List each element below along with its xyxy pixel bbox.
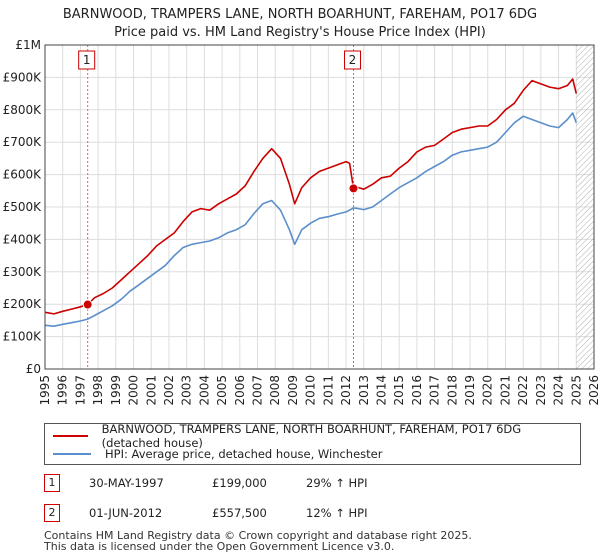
sale-date-1: 30-MAY-1997	[89, 476, 164, 490]
legend-swatch-hpi	[53, 453, 91, 455]
x-tick-label: 1998	[91, 375, 105, 406]
footer: Contains HM Land Registry data © Crown c…	[44, 530, 472, 552]
x-tick-label: 2008	[268, 375, 282, 406]
property-price-line	[44, 78, 578, 315]
y-tick-label: £900K	[3, 70, 43, 84]
x-tick-label: 2010	[304, 375, 318, 406]
x-tick-label: 2026	[587, 375, 600, 406]
y-tick-label: £400K	[3, 232, 43, 246]
x-tick-label: 2009	[286, 375, 300, 406]
y-tick-label: £800K	[3, 103, 43, 117]
legend-label-property: BARNWOOD, TRAMPERS LANE, NORTH BOARHUNT,…	[101, 422, 522, 450]
legend: BARNWOOD, TRAMPERS LANE, NORTH BOARHUNT,…	[44, 422, 581, 465]
sale-point-marker	[348, 183, 359, 194]
sale-price-2: £557,500	[212, 506, 267, 520]
sale-badge-1: 1	[44, 474, 60, 492]
x-tick-label: 2015	[392, 375, 406, 406]
chart-subtitle: Price paid vs. HM Land Registry's House …	[114, 25, 486, 40]
sale-hpi-2: 12% ↑ HPI	[306, 506, 368, 520]
x-tick-label: 2000	[127, 375, 141, 406]
x-tick-label: 1995	[38, 375, 52, 406]
sale-row-1: 1 30-MAY-1997 £199,000 29% ↑ HPI	[44, 474, 584, 494]
x-tick-label: 2011	[321, 375, 335, 406]
sale-price-1: £199,000	[212, 476, 267, 490]
x-tick-label: 2012	[339, 375, 353, 406]
x-tick-label: 2017	[428, 375, 442, 406]
legend-swatch-property	[53, 435, 88, 437]
sale-row-2: 2 01-JUN-2012 £557,500 12% ↑ HPI	[44, 504, 584, 524]
y-tick-label: £300K	[3, 265, 43, 279]
x-tick-label: 2004	[197, 375, 211, 406]
chart-title: BARNWOOD, TRAMPERS LANE, NORTH BOARHUNT,…	[63, 7, 537, 22]
y-tick-label: £700K	[3, 135, 43, 149]
footer-licence: This data is licensed under the Open Gov…	[44, 540, 395, 553]
x-tick-label: 2005	[215, 375, 229, 406]
x-tick-label: 2014	[374, 375, 388, 406]
x-tick-label: 2022	[516, 375, 530, 406]
sale-marker-badge	[344, 50, 362, 70]
sale-date-2: 01-JUN-2012	[89, 506, 163, 520]
x-tick-label: 2006	[233, 375, 247, 406]
forecast-hatch	[576, 45, 594, 369]
x-tick-label: 2002	[162, 375, 176, 406]
x-tick-label: 2023	[534, 375, 548, 406]
x-tick-label: 2001	[144, 375, 158, 406]
x-tick-label: 2025	[569, 375, 583, 406]
legend-label-hpi: HPI: Average price, detached house, Winc…	[105, 447, 383, 461]
x-tick-label: 2003	[180, 375, 194, 406]
legend-item-property: BARNWOOD, TRAMPERS LANE, NORTH BOARHUNT,…	[53, 422, 580, 450]
x-tick-label: 1996	[56, 375, 70, 406]
sale-marker-label: 1	[83, 53, 91, 67]
sale-marker-badge	[78, 50, 96, 70]
x-tick-label: 2018	[445, 375, 459, 406]
x-tick-label: 2016	[410, 375, 424, 406]
sale-badge-2: 2	[44, 504, 60, 522]
y-tick-label: £500K	[3, 200, 43, 214]
sale-hpi-1: 29% ↑ HPI	[306, 476, 368, 490]
x-tick-label: 2007	[251, 375, 265, 406]
x-tick-label: 2020	[481, 375, 495, 406]
y-tick-label: £0	[26, 362, 41, 376]
legend-item-hpi: HPI: Average price, detached house, Winc…	[53, 445, 382, 463]
x-tick-label: 2013	[357, 375, 371, 406]
hpi-line	[44, 112, 578, 328]
x-tick-label: 2024	[552, 375, 566, 406]
y-tick-label: £600K	[3, 168, 43, 182]
y-tick-label: £1M	[15, 38, 41, 52]
x-tick-label: 2021	[498, 375, 512, 406]
x-tick-label: 2019	[463, 375, 477, 406]
y-tick-label: £100K	[3, 330, 43, 344]
footer-copyright: Contains HM Land Registry data © Crown c…	[44, 529, 472, 542]
plot-frame	[44, 44, 595, 370]
y-tick-label: £200K	[3, 297, 43, 311]
x-tick-label: 1997	[73, 375, 87, 406]
sale-point-marker	[82, 299, 93, 310]
x-tick-label: 1999	[109, 375, 123, 406]
sale-marker-label: 2	[349, 53, 357, 67]
